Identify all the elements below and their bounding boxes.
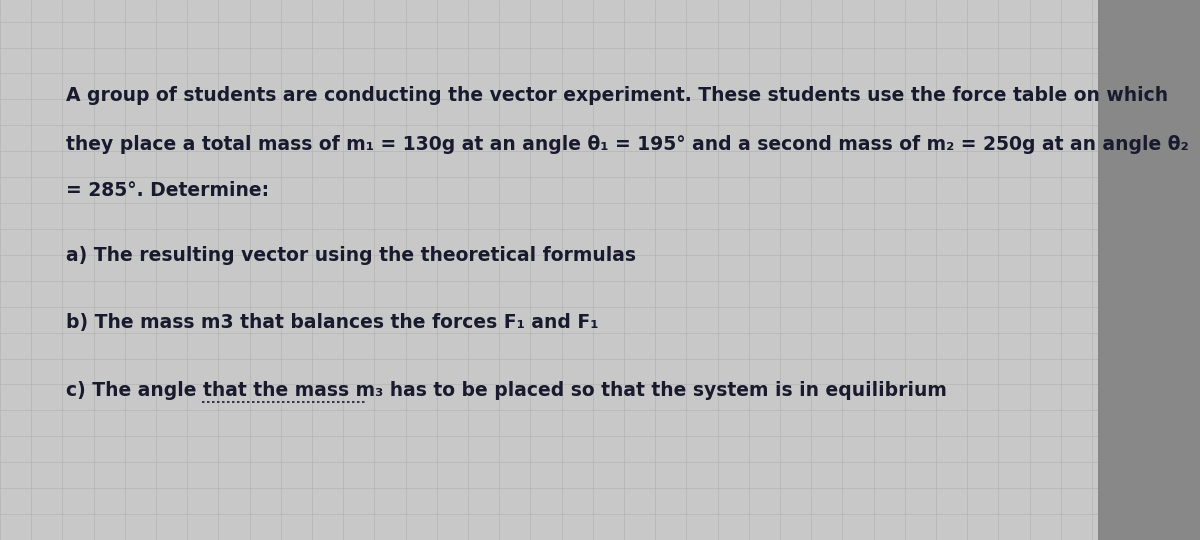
FancyBboxPatch shape bbox=[1098, 0, 1200, 540]
Text: c) The angle that the mass m₃ has to be placed so that the system is in equilibr: c) The angle that the mass m₃ has to be … bbox=[66, 381, 947, 400]
Text: A group of students are conducting the vector experiment. These students use the: A group of students are conducting the v… bbox=[66, 86, 1168, 105]
Text: they place a total mass of m₁ = 130g at an angle θ₁ = 195° and a second mass of : they place a total mass of m₁ = 130g at … bbox=[66, 135, 1189, 154]
Text: b) The mass m3 that balances the forces F₁ and F₁: b) The mass m3 that balances the forces … bbox=[66, 313, 599, 332]
Text: = 285°. Determine:: = 285°. Determine: bbox=[66, 181, 269, 200]
Text: a) The resulting vector using the theoretical formulas: a) The resulting vector using the theore… bbox=[66, 246, 636, 265]
